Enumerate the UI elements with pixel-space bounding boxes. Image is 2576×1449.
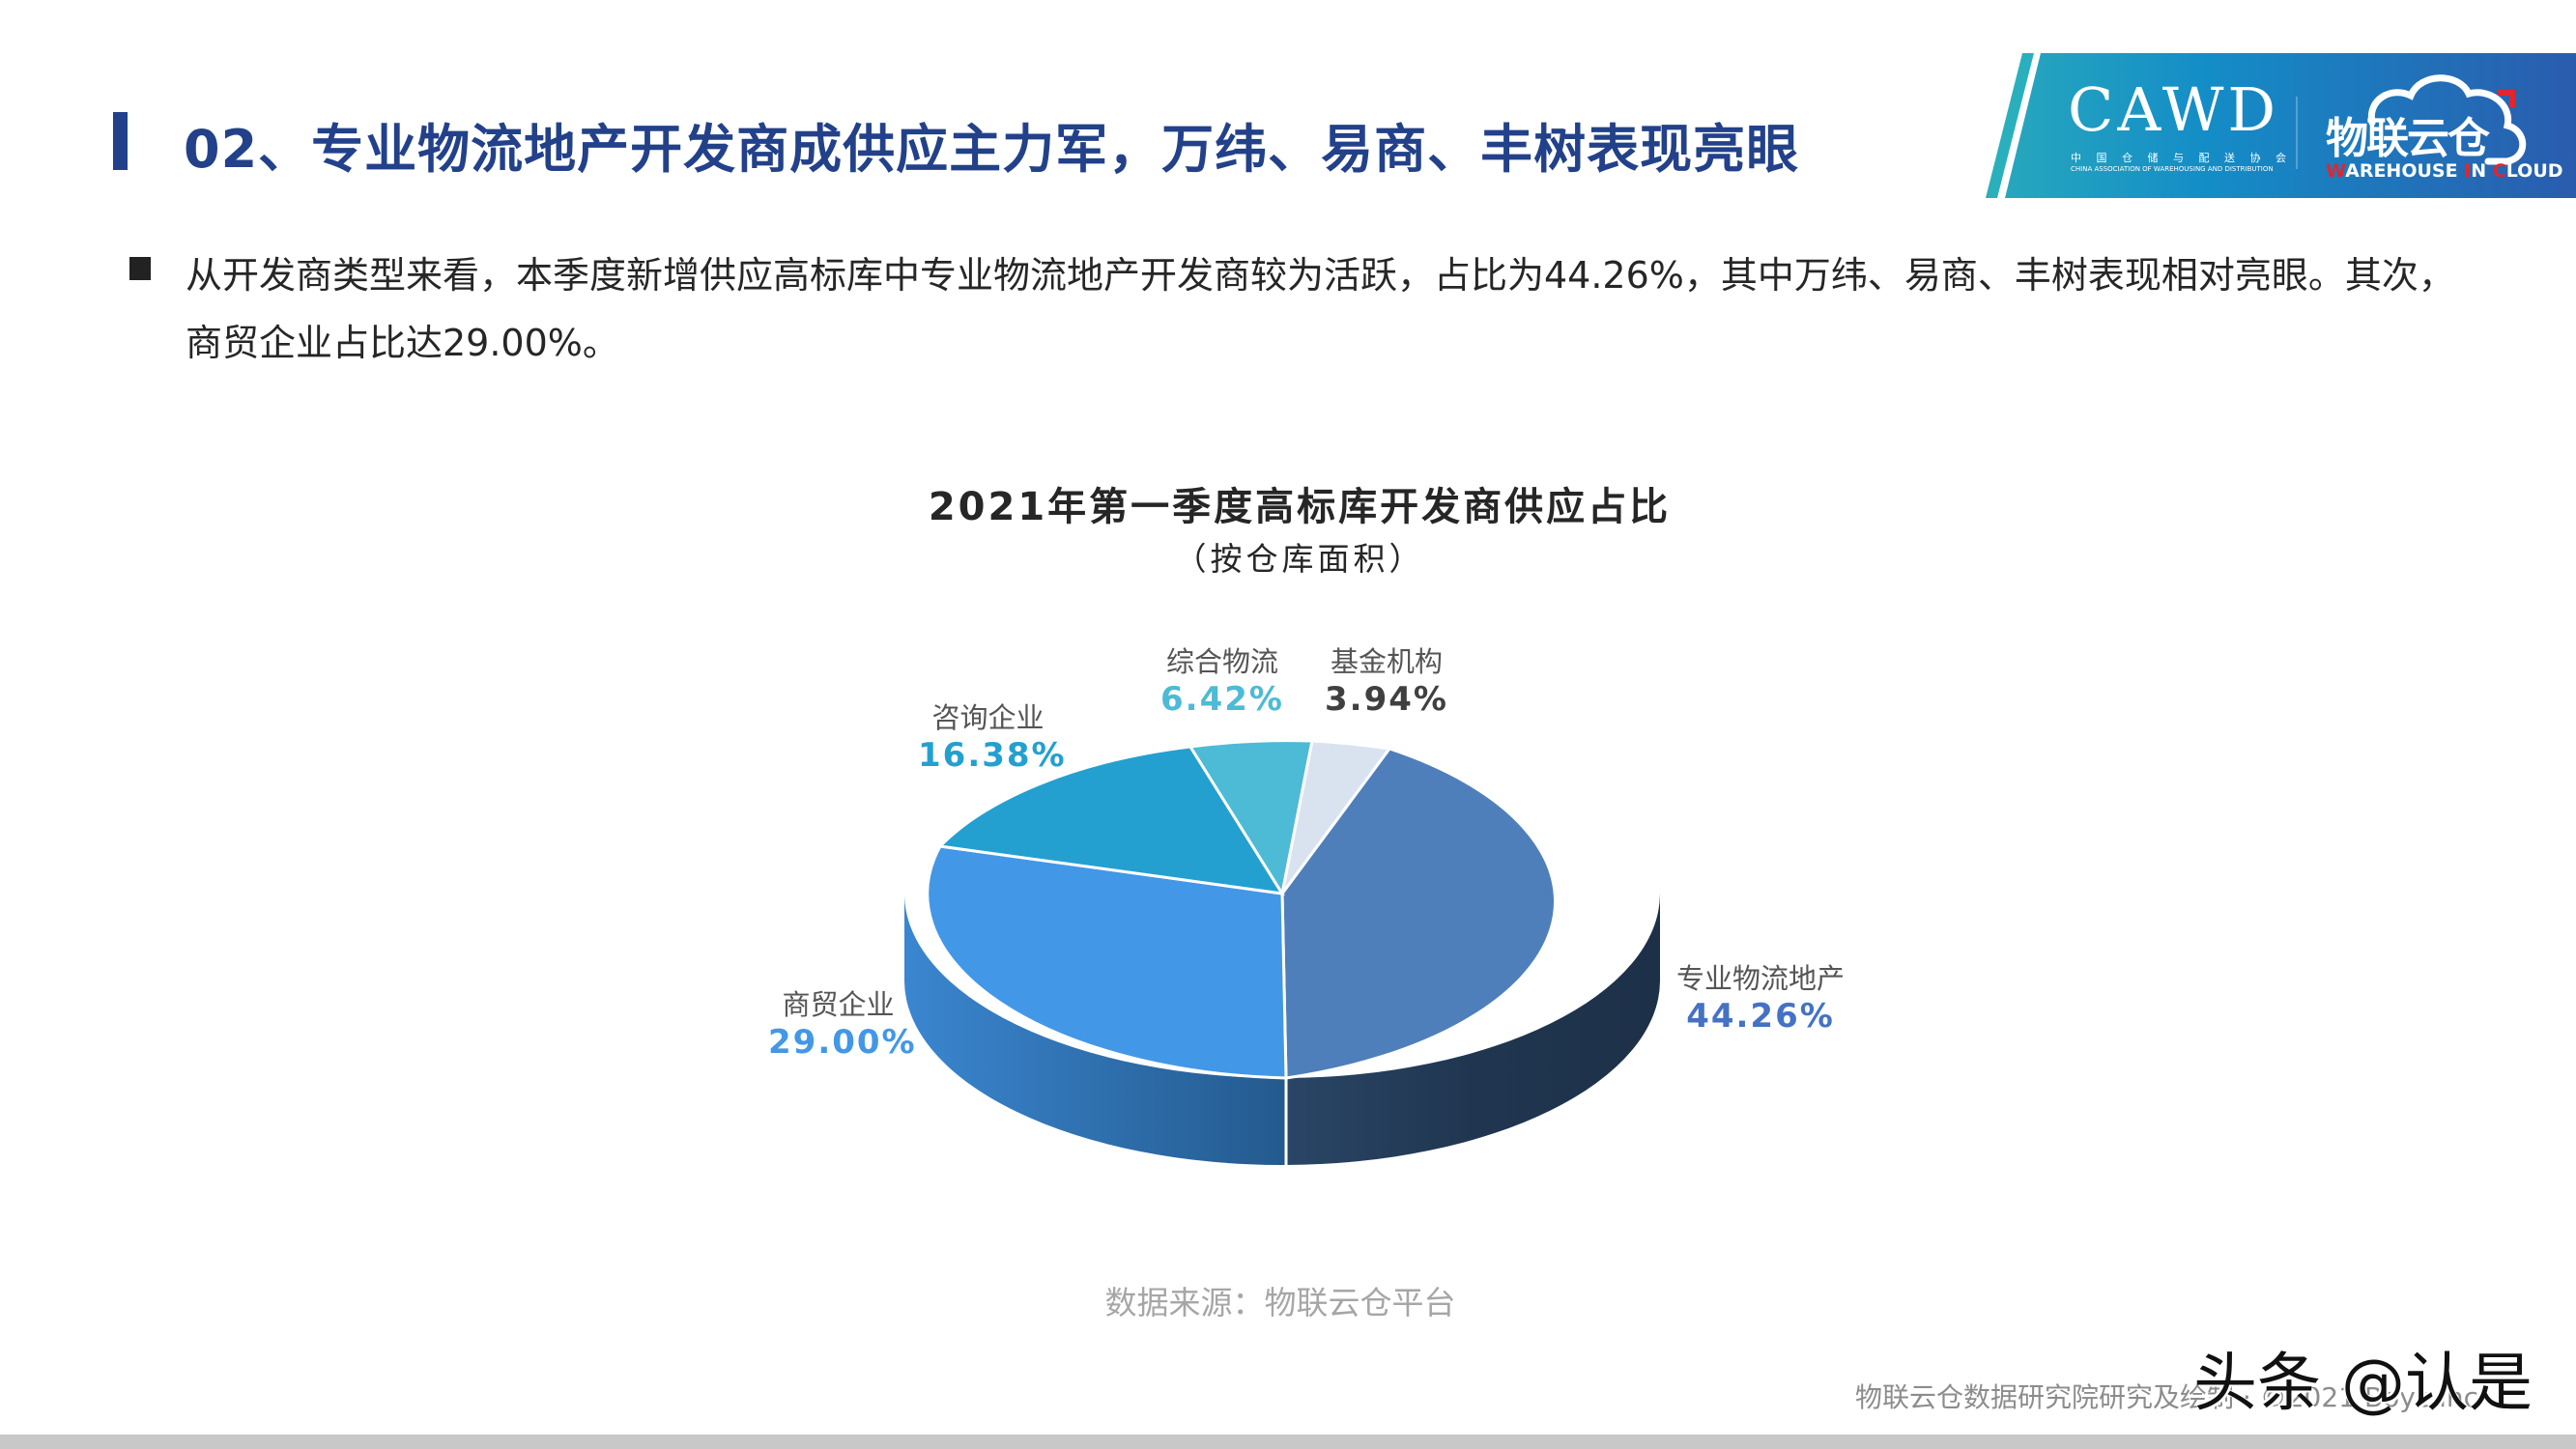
chart-subtitle: （按仓库面积） xyxy=(1174,540,1425,578)
label-name: 专业物流地产 xyxy=(1675,962,1845,995)
wic-en-c: C xyxy=(2492,160,2506,182)
label-name: 商贸企业 xyxy=(782,988,895,1021)
pie-slice-commerce xyxy=(926,844,1288,1080)
pie-side-commerce xyxy=(904,894,1286,1166)
logo-background-icon xyxy=(1986,53,2576,198)
label-name: 基金机构 xyxy=(1330,645,1443,678)
pie-slice-fund xyxy=(1280,739,1392,895)
wic-en-i: I xyxy=(2464,160,2472,182)
label-fund: 基金机构 3.94% xyxy=(1324,639,1449,719)
label-value: 3.94% xyxy=(1325,680,1448,719)
pie-side-logistics-realestate xyxy=(1286,894,1660,1165)
wic-en-part2: N xyxy=(2471,160,2493,182)
label-value: 44.26% xyxy=(1686,997,1835,1036)
label-integrated-logistics: 综合物流 6.42% xyxy=(1159,639,1285,719)
pie-slice-consulting xyxy=(936,745,1285,895)
pie-chart xyxy=(904,739,1660,1166)
label-value: 6.42% xyxy=(1160,680,1284,719)
logo-banner: CAWD 中 国 仓 储 与 配 送 协 会 CHINA ASSOCIATION… xyxy=(1986,53,2576,198)
wic-en-part3: LOUD xyxy=(2505,160,2563,182)
wic-logo-cn: 物联云仓 xyxy=(2326,114,2490,163)
wic-logo-en: WAREHOUSE IN CLOUD xyxy=(2326,160,2563,182)
cawd-logo-text: CAWD xyxy=(2068,74,2280,145)
label-name: 咨询企业 xyxy=(931,701,1045,734)
label-value: 29.00% xyxy=(768,1023,917,1062)
wic-en-w: W xyxy=(2326,160,2346,182)
bullet-square-icon xyxy=(129,257,151,280)
page-title: 02、专业物流地产开发商成供应主力军，万纬、易商、丰树表现亮眼 xyxy=(184,119,1800,180)
label-value: 16.38% xyxy=(918,736,1067,775)
label-name: 综合物流 xyxy=(1165,645,1278,678)
label-consulting: 咨询企业 16.38% xyxy=(918,696,1067,775)
data-source: 数据来源：物联云仓平台 xyxy=(1104,1284,1456,1321)
chart-title: 2021年第一季度高标库开发商供应占比 xyxy=(928,485,1672,529)
label-logistics-realestate: 专业物流地产 44.26% xyxy=(1664,956,1857,1036)
title-accent-bar xyxy=(113,112,128,170)
credit-line: 物联云仓数据研究院研究及绘制 · ©2021 Boyc inc xyxy=(1855,1381,2478,1413)
bottom-bar xyxy=(0,1435,2576,1449)
label-commerce: 商贸企业 29.00% xyxy=(768,982,917,1062)
wic-en-part1: AREHOUSE xyxy=(2345,160,2465,182)
body-paragraph: 从开发商类型来看，本季度新增供应高标库中专业物流地产开发商较为活跃，占比为44.… xyxy=(186,254,2455,364)
pie-slice-logistics-realestate xyxy=(1280,747,1557,1080)
cawd-en-text: CHINA ASSOCIATION OF WAREHOUSING AND DIS… xyxy=(2071,165,2274,173)
watermark: 头条 @认是 xyxy=(2193,1346,2533,1420)
cawd-cn-text: 中 国 仓 储 与 配 送 协 会 xyxy=(2071,152,2292,164)
